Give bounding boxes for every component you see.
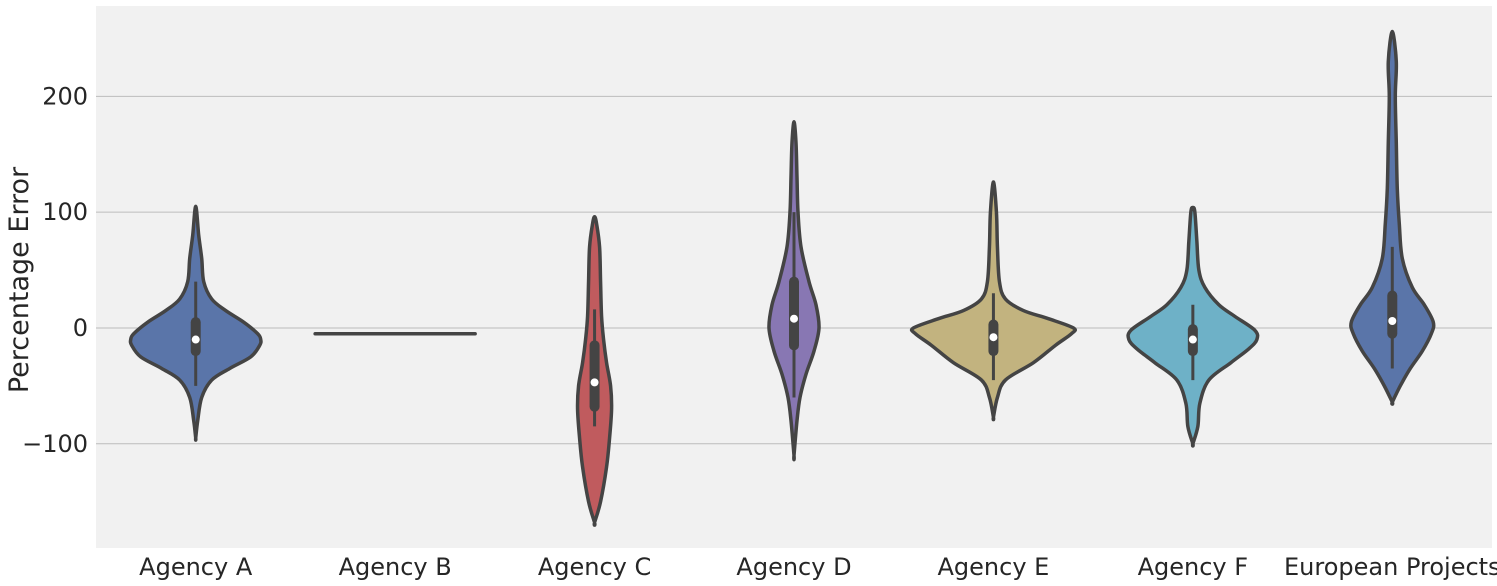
violin-agency-c [575,215,614,527]
x-tick-label: Agency E [938,553,1050,581]
y-tick-label: 0 [73,314,88,342]
violin-agency-f [1126,205,1260,448]
x-tick-label: Agency B [339,553,452,581]
violin-agency-d [767,120,821,462]
x-tick-label: Agency C [538,553,651,581]
violin-median-dot [989,333,998,342]
violin-median-dot [790,314,798,323]
x-tick-label: European Projects [1284,553,1497,581]
y-tick-labels: −100 0 100 200 [22,82,88,457]
violin-european-projects [1349,29,1436,406]
y-tick-label: −100 [22,430,88,458]
y-tick-label: 200 [42,82,88,110]
y-tick-label: 100 [42,198,88,226]
violin-median-dot [1388,317,1397,326]
x-tick-label: Agency D [736,553,851,581]
violin-agency-a [128,204,263,442]
violin-median-dot [1188,335,1197,344]
y-axis-title: Percentage Error [4,166,35,393]
violin-median-dot [590,378,599,387]
violin-agency-e [909,180,1077,422]
x-tick-label: Agency A [139,553,253,581]
x-tick-labels: Agency A Agency B Agency C Agency D Agency E… [139,553,1497,581]
violins [128,29,1436,527]
x-tick-label: Agency F [1138,553,1248,581]
violin-body [1349,29,1436,406]
violin-median-dot [191,335,200,344]
